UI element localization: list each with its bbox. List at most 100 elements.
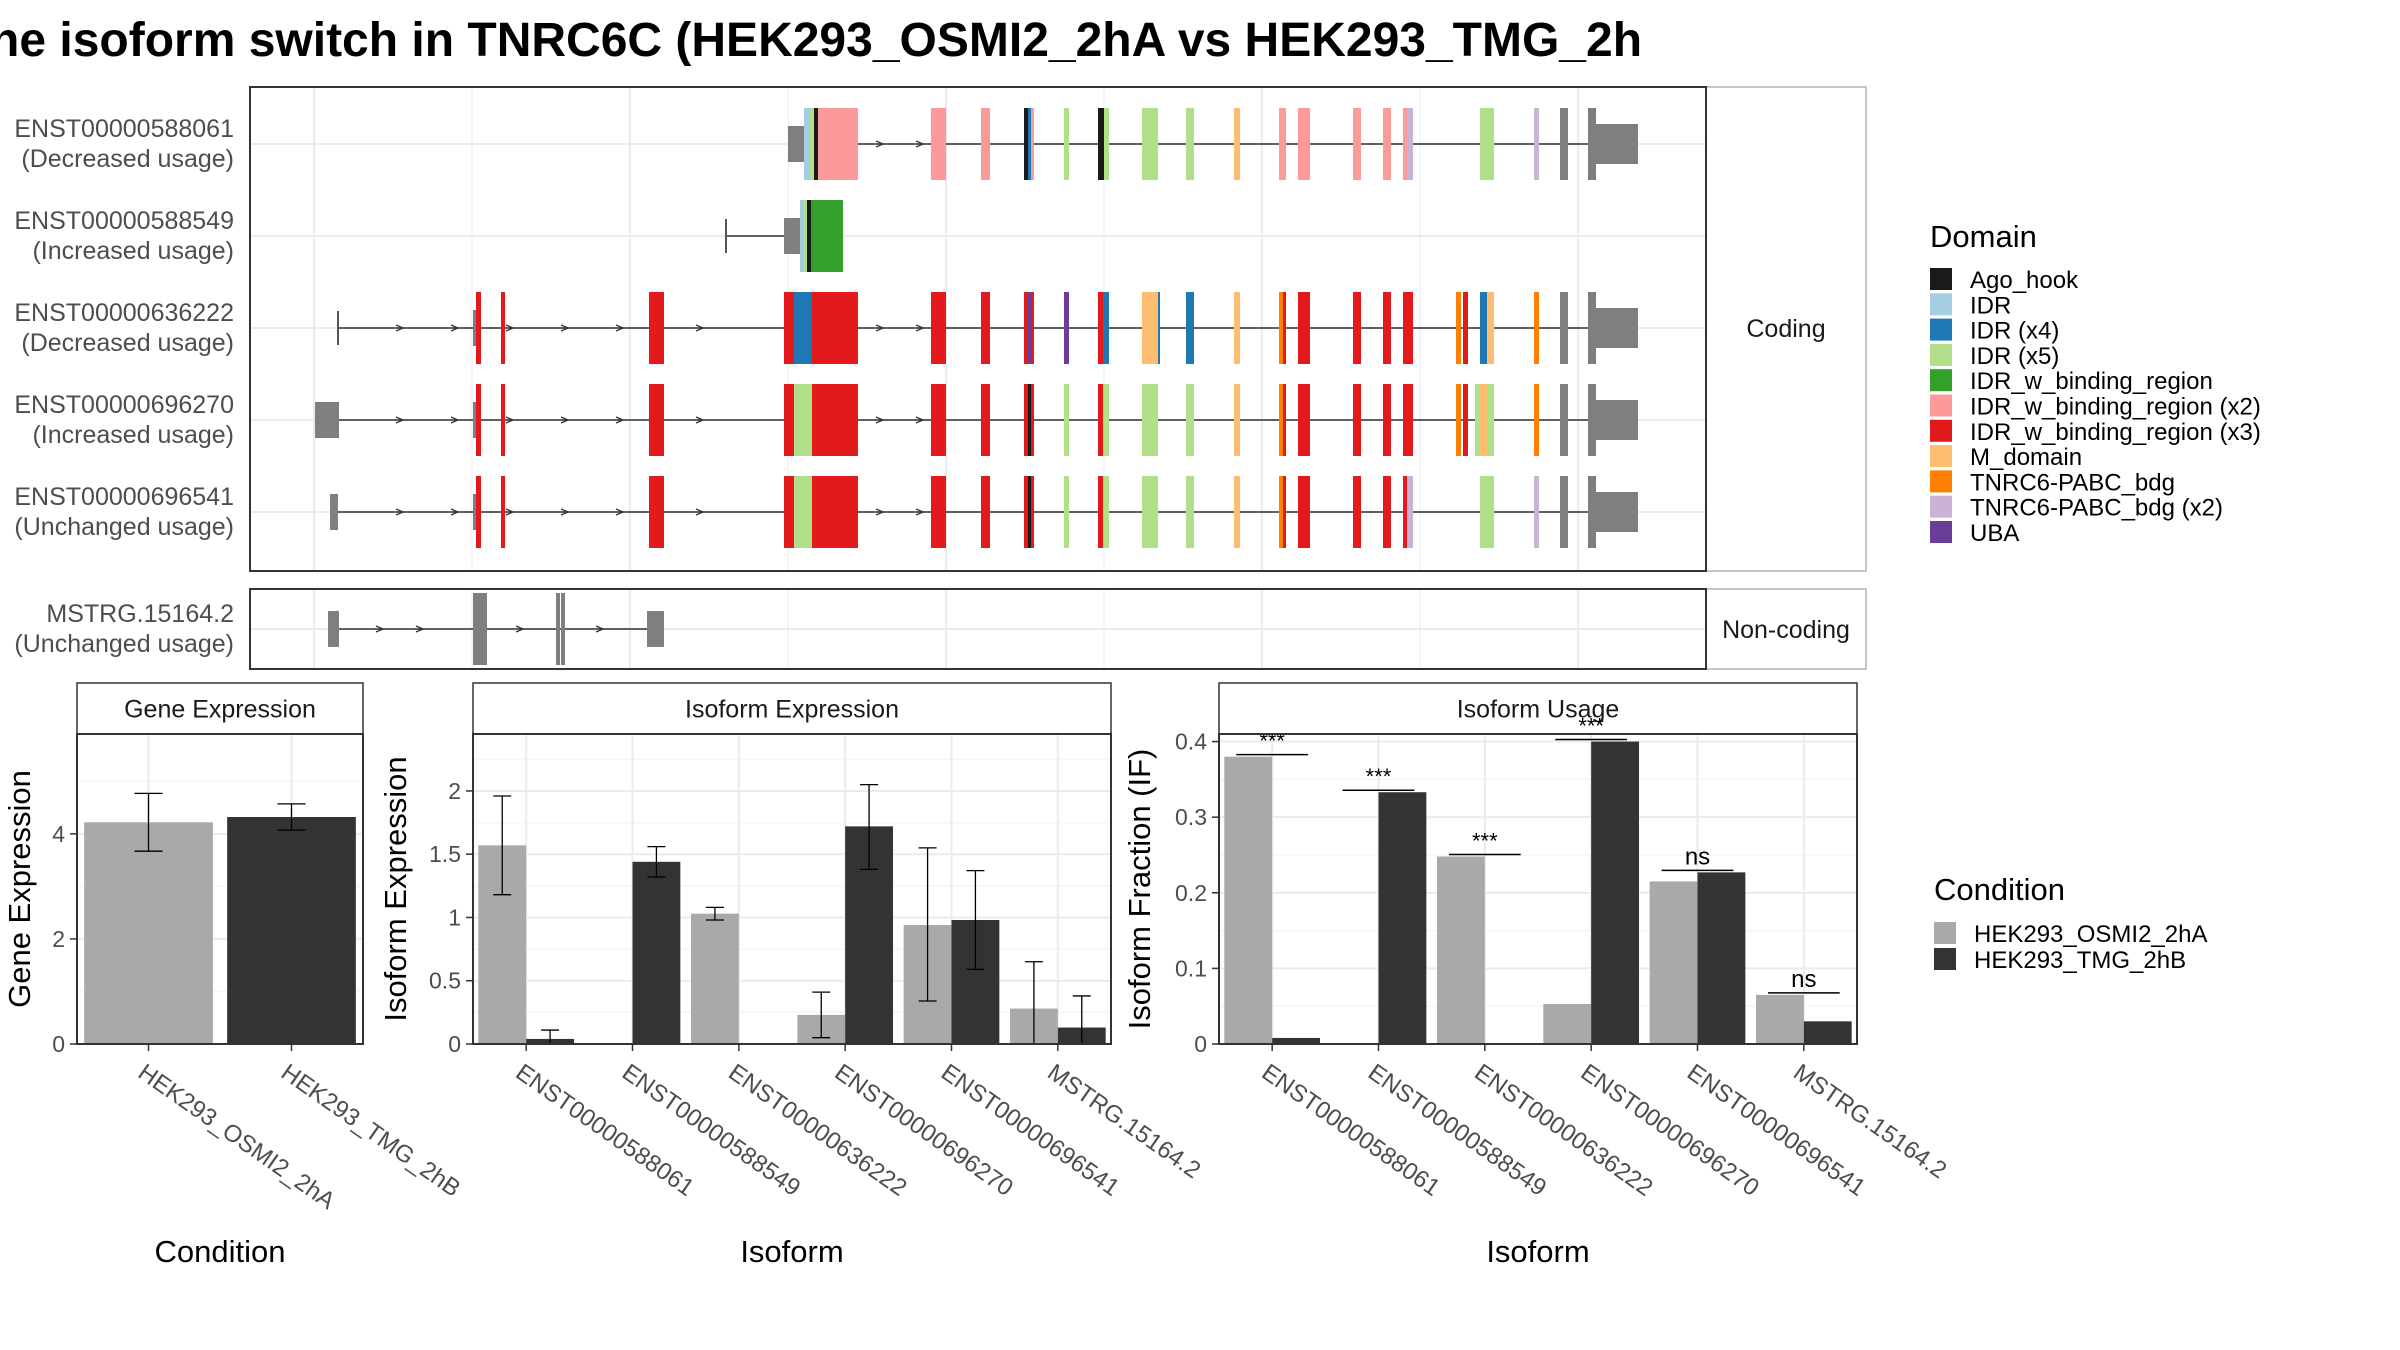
exon-block: [1588, 384, 1596, 456]
exon-block: [1588, 292, 1596, 364]
exon-block: [1186, 384, 1194, 456]
bar: [690, 913, 739, 1044]
direction-arrow: [505, 508, 515, 516]
transcript-id-label: ENST00000696541: [14, 483, 234, 511]
exon-block: [981, 292, 990, 364]
transcript-row-ENST00000696541: ENST00000696541(Unchanged usage): [14, 476, 1638, 548]
direction-arrow: [875, 324, 885, 332]
transcript-row-MSTRG.15164.2: MSTRG.15164.2(Unchanged usage): [14, 593, 664, 665]
exon-block: [794, 476, 812, 548]
domain-legend-label: IDR: [1970, 292, 2011, 319]
domain-legend-label: Ago_hook: [1970, 267, 2079, 294]
direction-arrow: [515, 625, 525, 633]
exon-block: [1024, 108, 1028, 180]
transcript-usage-label: (Increased usage): [32, 237, 234, 265]
x-tick-label: ENST00000696270: [830, 1059, 1018, 1202]
domain-legend-label: TNRC6-PABC_bdg: [1970, 469, 2175, 496]
exon-block: [931, 384, 946, 456]
exon-block: [1279, 476, 1283, 548]
y-tick-label: 0: [1194, 1031, 1207, 1057]
exon-block: [1064, 476, 1069, 548]
y-axis-title: Gene Expression: [2, 770, 37, 1008]
exon-block: [1142, 384, 1158, 456]
transcript-usage-label: (Decreased usage): [21, 329, 234, 357]
y-axis-title: Isoform Fraction (IF): [1122, 749, 1157, 1030]
condition-swatch: [1934, 948, 1956, 970]
exon-block: [816, 292, 858, 364]
exon-block: [1487, 292, 1494, 364]
exon-block: [477, 593, 487, 665]
direction-arrow: [450, 508, 460, 516]
bar: [1224, 756, 1273, 1044]
exon-block: [1596, 308, 1638, 348]
transcript-row-ENST00000636222: ENST00000636222(Decreased usage): [14, 292, 1638, 364]
exon-block: [1098, 384, 1103, 456]
direction-arrow: [505, 324, 515, 332]
exon-block: [811, 200, 843, 272]
direction-arrow: [615, 508, 625, 516]
exon-block: [1234, 108, 1240, 180]
exon-block: [1186, 476, 1194, 548]
exon-block: [1028, 292, 1031, 364]
exon-block: [1064, 292, 1069, 364]
domain-swatch: [1930, 268, 1952, 290]
transcript-structure-panel: CodingNon-codingENST00000588061(Decrease…: [14, 86, 1867, 670]
exon-block: [784, 476, 794, 548]
exon-block: [1098, 108, 1104, 180]
exon-block: [1534, 292, 1539, 364]
transcript-usage-label: (Decreased usage): [21, 145, 234, 173]
exon-block: [1353, 108, 1361, 180]
bar: [1697, 872, 1746, 1044]
bar: [84, 822, 213, 1044]
exon-block: [1142, 108, 1158, 180]
figure-title: ne isoform switch in TNRC6C (HEK293_OSMI…: [0, 14, 1642, 67]
exon-block: [1353, 292, 1361, 364]
y-tick-label: 0.3: [1175, 804, 1207, 830]
exon-block: [1487, 384, 1494, 456]
direction-arrow: [560, 508, 570, 516]
exon-block: [1588, 476, 1596, 548]
exon-block: [1031, 292, 1034, 364]
condition-legend-label: HEK293_OSMI2_2hA: [1974, 921, 2207, 948]
y-tick-label: 1: [448, 904, 461, 930]
exon-block: [1588, 108, 1596, 180]
exon-block: [810, 108, 814, 180]
direction-arrow: [915, 324, 925, 332]
exon-block: [1028, 476, 1031, 548]
exon-block: [784, 384, 794, 456]
x-tick-label: ENST00000588061: [1257, 1059, 1445, 1202]
exon-block: [1383, 292, 1391, 364]
bar: [1378, 792, 1427, 1044]
domain-legend-label: TNRC6-PABC_bdg (x2): [1970, 495, 2223, 522]
transcript-row-ENST00000696270: ENST00000696270(Increased usage): [14, 384, 1638, 456]
exon-block: [812, 292, 816, 364]
significance-label: ***: [1472, 828, 1498, 853]
exon-block: [1103, 476, 1109, 548]
exon-block: [1480, 292, 1487, 364]
y-tick-label: 1.5: [429, 841, 461, 867]
exon-block: [1560, 108, 1568, 180]
direction-arrow: [505, 416, 515, 424]
exon-block: [1234, 384, 1240, 456]
exon-block: [794, 292, 812, 364]
direction-arrow: [560, 324, 570, 332]
exon-block: [1353, 476, 1361, 548]
exon-block: [1103, 292, 1109, 364]
domain-swatch: [1930, 394, 1952, 417]
exon-block: [931, 292, 946, 364]
domain-legend-label: IDR_w_binding_region (x2): [1970, 394, 2261, 421]
transcript-usage-label: (Unchanged usage): [14, 630, 234, 658]
exon-block: [1234, 292, 1240, 364]
exon-block: [1596, 492, 1638, 532]
exon-block: [981, 476, 990, 548]
exon-block: [1480, 384, 1487, 456]
exon-block: [807, 200, 811, 272]
exon-block: [814, 108, 818, 180]
exon-block: [329, 611, 339, 647]
exon-block: [1407, 108, 1413, 180]
exon-block: [1234, 476, 1240, 548]
exon-block: [501, 384, 505, 456]
exon-block: [1283, 476, 1286, 548]
significance-label: ***: [1259, 729, 1285, 754]
